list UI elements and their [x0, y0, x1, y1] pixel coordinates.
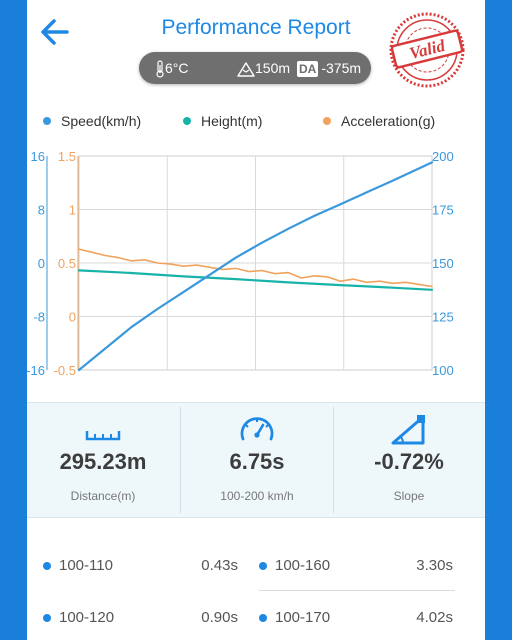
slope-label: Slope: [393, 489, 425, 503]
accel-tick-label: 0.5: [58, 256, 76, 271]
height-tick-label: -8: [33, 310, 45, 325]
time-value: 6.75s: [229, 449, 285, 474]
legend-height-dot: [183, 117, 191, 126]
accel-tick-label: 1: [69, 203, 76, 218]
speed-tick-label: 200: [432, 149, 454, 164]
split-dot: [259, 614, 267, 622]
split-dot: [43, 562, 51, 570]
slope-value: -0.72%: [374, 449, 444, 474]
temperature-value: 6°C: [165, 60, 189, 76]
height-series-line: [77, 269, 434, 291]
density-altitude-badge: DA: [297, 61, 319, 77]
legend-acceleration-dot: [323, 117, 331, 126]
split-time: 3.30s: [416, 557, 453, 574]
page-title: Performance Report: [161, 16, 351, 39]
stat-slope: -0.72% Slope: [333, 403, 485, 517]
split-range: 100-110: [59, 557, 113, 574]
temperature-info: 6°C: [155, 52, 189, 84]
distance-value: 295.23m: [59, 449, 147, 474]
density-altitude-value: -375m: [321, 60, 362, 76]
stat-divider: [180, 407, 181, 513]
split-divider: [259, 590, 455, 591]
chart-legend: Speed(km/h) Height(m) Acceleration(g): [27, 110, 485, 132]
accel-tick-label: -0.5: [54, 363, 76, 378]
thermometer-icon: [156, 60, 164, 78]
speed-series-line: [77, 161, 434, 372]
height-tick-label: -16: [27, 363, 45, 378]
valid-stamp: Valid: [389, 12, 465, 88]
speed-tick-label: 100: [432, 363, 454, 378]
elevation-info: 150m: [237, 52, 290, 84]
split-range: 100-160: [275, 557, 331, 574]
legend-acceleration: Acceleration(g): [323, 110, 435, 132]
performance-report-screen: Performance Report Valid 6°C 150m DA -375…: [27, 0, 485, 640]
legend-speed: Speed(km/h): [43, 110, 141, 132]
slope-icon: [391, 415, 425, 445]
accel-tick-label: 1.5: [58, 149, 76, 164]
split-time: 4.02s: [416, 609, 453, 626]
legend-speed-label: Speed(km/h): [61, 113, 142, 129]
acceleration-series-line: [78, 248, 433, 288]
speed-tick-label: 125: [432, 310, 454, 325]
conditions-bar: 6°C 150m DA -375m: [139, 52, 371, 84]
split-range: 100-170: [275, 609, 331, 626]
elevation-value: 150m: [255, 60, 291, 76]
split-row: 100-110 0.43s: [43, 554, 238, 578]
height-tick-label: 16: [31, 149, 45, 164]
stat-divider: [333, 407, 334, 513]
split-time: 0.90s: [201, 609, 238, 626]
legend-height: Height(m): [183, 110, 262, 132]
back-arrow-icon: [41, 19, 69, 45]
split-time: 0.43s: [201, 557, 238, 574]
split-row: 100-170 4.02s: [259, 606, 453, 630]
density-altitude-info: DA -375m: [297, 52, 361, 84]
performance-chart: 16 8 0 -8 -16 1.5 1 0.5 0 -0.5 200 175 150 125 100: [27, 149, 454, 378]
split-dot: [259, 562, 267, 570]
back-button[interactable]: [37, 14, 73, 50]
legend-speed-dot: [43, 117, 51, 126]
split-dot: [43, 614, 51, 622]
distance-label: Distance(m): [70, 489, 136, 503]
speed-tick-label: 175: [432, 203, 454, 218]
speedometer-icon: [240, 417, 274, 441]
stat-distance: 295.23m Distance(m): [27, 403, 179, 517]
time-label: 100-200 km/h: [220, 489, 294, 503]
split-row: 100-160 3.30s: [259, 554, 453, 578]
legend-acceleration-label: Acceleration(g): [341, 113, 436, 129]
height-tick-label: 0: [38, 256, 45, 271]
legend-height-label: Height(m): [201, 113, 263, 129]
speed-tick-label: 150: [432, 256, 454, 271]
height-tick-label: 8: [38, 203, 45, 218]
accel-tick-label: 0: [69, 310, 76, 325]
stat-time: 6.75s 100-200 km/h: [181, 403, 333, 517]
mountain-icon: [237, 62, 255, 77]
split-range: 100-120: [59, 609, 115, 626]
split-row: 100-120 0.90s: [43, 606, 238, 630]
ruler-icon: [85, 431, 121, 441]
stats-panel: 295.23m Distance(m) 6.75s 100-200 km/h: [27, 402, 485, 518]
